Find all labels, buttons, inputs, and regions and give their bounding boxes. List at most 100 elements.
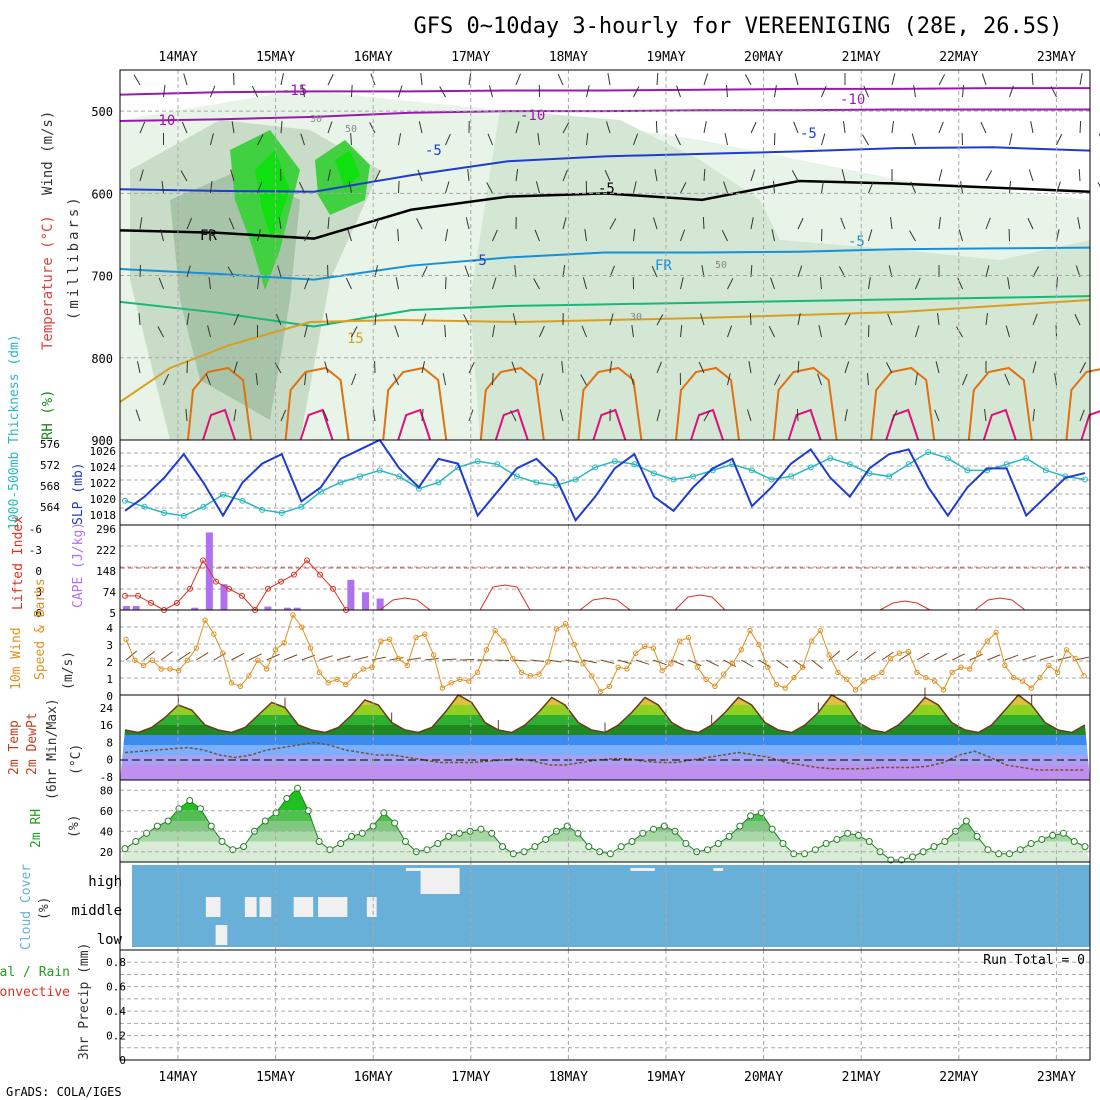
rh-area xyxy=(120,788,1090,862)
wind-barb xyxy=(486,182,493,194)
wind-barb xyxy=(891,409,898,422)
wind-barb xyxy=(138,313,141,326)
precip-tick: 0.8 xyxy=(106,956,126,969)
wind-point xyxy=(290,612,296,618)
wind-barb xyxy=(1056,229,1060,242)
wind-point xyxy=(852,687,859,693)
rh-point xyxy=(790,850,798,858)
wind-barb xyxy=(887,313,893,326)
rh-very-high-blob xyxy=(255,150,290,240)
wind-barb xyxy=(1079,362,1087,374)
wind-barb xyxy=(304,230,311,242)
wind-barb xyxy=(562,169,568,182)
wind-barb xyxy=(183,73,188,86)
thickness-point xyxy=(298,503,305,510)
isotherm-5 xyxy=(119,246,1091,281)
wind-barb xyxy=(724,133,728,146)
wind-point xyxy=(984,638,991,644)
wind-tick: 3 xyxy=(106,639,113,652)
thickness-tick: 576 xyxy=(40,438,60,451)
contour-label: FR xyxy=(200,228,217,244)
wind10m-frame xyxy=(119,609,1091,696)
cape-ylabel-text: CAPE (J/kg) xyxy=(71,522,86,608)
wind-ylabel-1: 10m Wind xyxy=(9,627,24,690)
bottom-date-label: 16MAY xyxy=(354,1070,393,1085)
wind-point xyxy=(545,659,551,665)
wind-barb xyxy=(421,409,424,422)
wind-tick: 0 xyxy=(106,690,113,703)
wind-point xyxy=(694,664,700,670)
surface-barb xyxy=(160,651,173,661)
wind-barb xyxy=(139,121,146,134)
wind-point xyxy=(158,666,164,672)
surface-barb xyxy=(705,659,719,667)
bottom-date-label: 15MAY xyxy=(256,1070,295,1085)
wind-point xyxy=(685,634,692,641)
wind-barb xyxy=(463,314,470,326)
wind-barb xyxy=(910,181,916,194)
wind-barb xyxy=(841,169,846,182)
wind-point xyxy=(914,669,920,676)
rh-point xyxy=(164,817,172,825)
wind-barb xyxy=(653,217,658,230)
wind-barb xyxy=(228,217,235,230)
wind-barb xyxy=(1032,409,1035,422)
cloud-cell xyxy=(405,868,421,871)
rh-point xyxy=(132,838,140,845)
wind-point xyxy=(1002,662,1008,669)
rh-point xyxy=(143,829,151,837)
wind-point xyxy=(1054,669,1061,676)
top-date-axis: 14MAY 15MAY 16MAY 17MAY 18MAY 19MAY 20MAY 21MAY… xyxy=(158,50,1076,65)
wind-point xyxy=(764,664,771,670)
wind-barb xyxy=(821,181,824,194)
wind-barb xyxy=(467,169,470,182)
wind-point xyxy=(975,650,982,656)
warm-contour xyxy=(967,366,1033,441)
wind-point xyxy=(641,643,648,650)
surface-barb xyxy=(565,659,580,663)
precip-ylabel-text: 3hr Precip (mm) xyxy=(77,943,92,1060)
temp-ylabel-text: 2m DewPt xyxy=(25,712,40,775)
wind-point xyxy=(483,647,490,653)
thickness-point xyxy=(161,509,168,516)
wind-point xyxy=(668,660,674,667)
rh-point xyxy=(1081,843,1089,851)
wind-barb xyxy=(492,277,497,290)
wind-point xyxy=(263,666,270,672)
wind-barb xyxy=(1031,72,1034,86)
precip-tick: 0.4 xyxy=(106,1005,126,1018)
wind-barb xyxy=(957,277,963,290)
rh-point xyxy=(930,843,938,851)
surface-barb xyxy=(670,659,685,666)
cloud-cell xyxy=(713,868,724,871)
wind-barb xyxy=(327,73,334,86)
li-point xyxy=(278,578,284,585)
wind-barb xyxy=(300,133,305,146)
wind-point xyxy=(1037,674,1043,681)
wind-barb xyxy=(1054,373,1057,386)
wind-barb xyxy=(868,277,871,290)
rh-point xyxy=(887,856,895,864)
wind-barb xyxy=(322,409,329,422)
wind-barb xyxy=(1004,373,1010,386)
rh-point xyxy=(445,832,453,840)
wind-point xyxy=(536,671,542,677)
warm-contour xyxy=(284,366,350,441)
cloud-level-label: high xyxy=(88,874,122,890)
hot-contour xyxy=(202,408,236,441)
warm-contour xyxy=(675,366,740,441)
wind-barb xyxy=(703,121,707,134)
wind-barb xyxy=(819,277,822,290)
wind-barb xyxy=(680,325,683,338)
rh-point xyxy=(391,819,399,827)
wind-barb xyxy=(351,373,357,386)
wind-point xyxy=(993,629,999,636)
rh-point xyxy=(207,822,215,830)
cloud-ylabel-unit: (%) xyxy=(37,897,52,920)
wind-barb xyxy=(280,409,287,422)
wind-point xyxy=(422,631,428,637)
rh-point xyxy=(455,829,463,837)
bottom-date-label: 19MAY xyxy=(646,1070,685,1085)
cloud-cell xyxy=(293,897,314,917)
wind-barb xyxy=(537,133,540,146)
